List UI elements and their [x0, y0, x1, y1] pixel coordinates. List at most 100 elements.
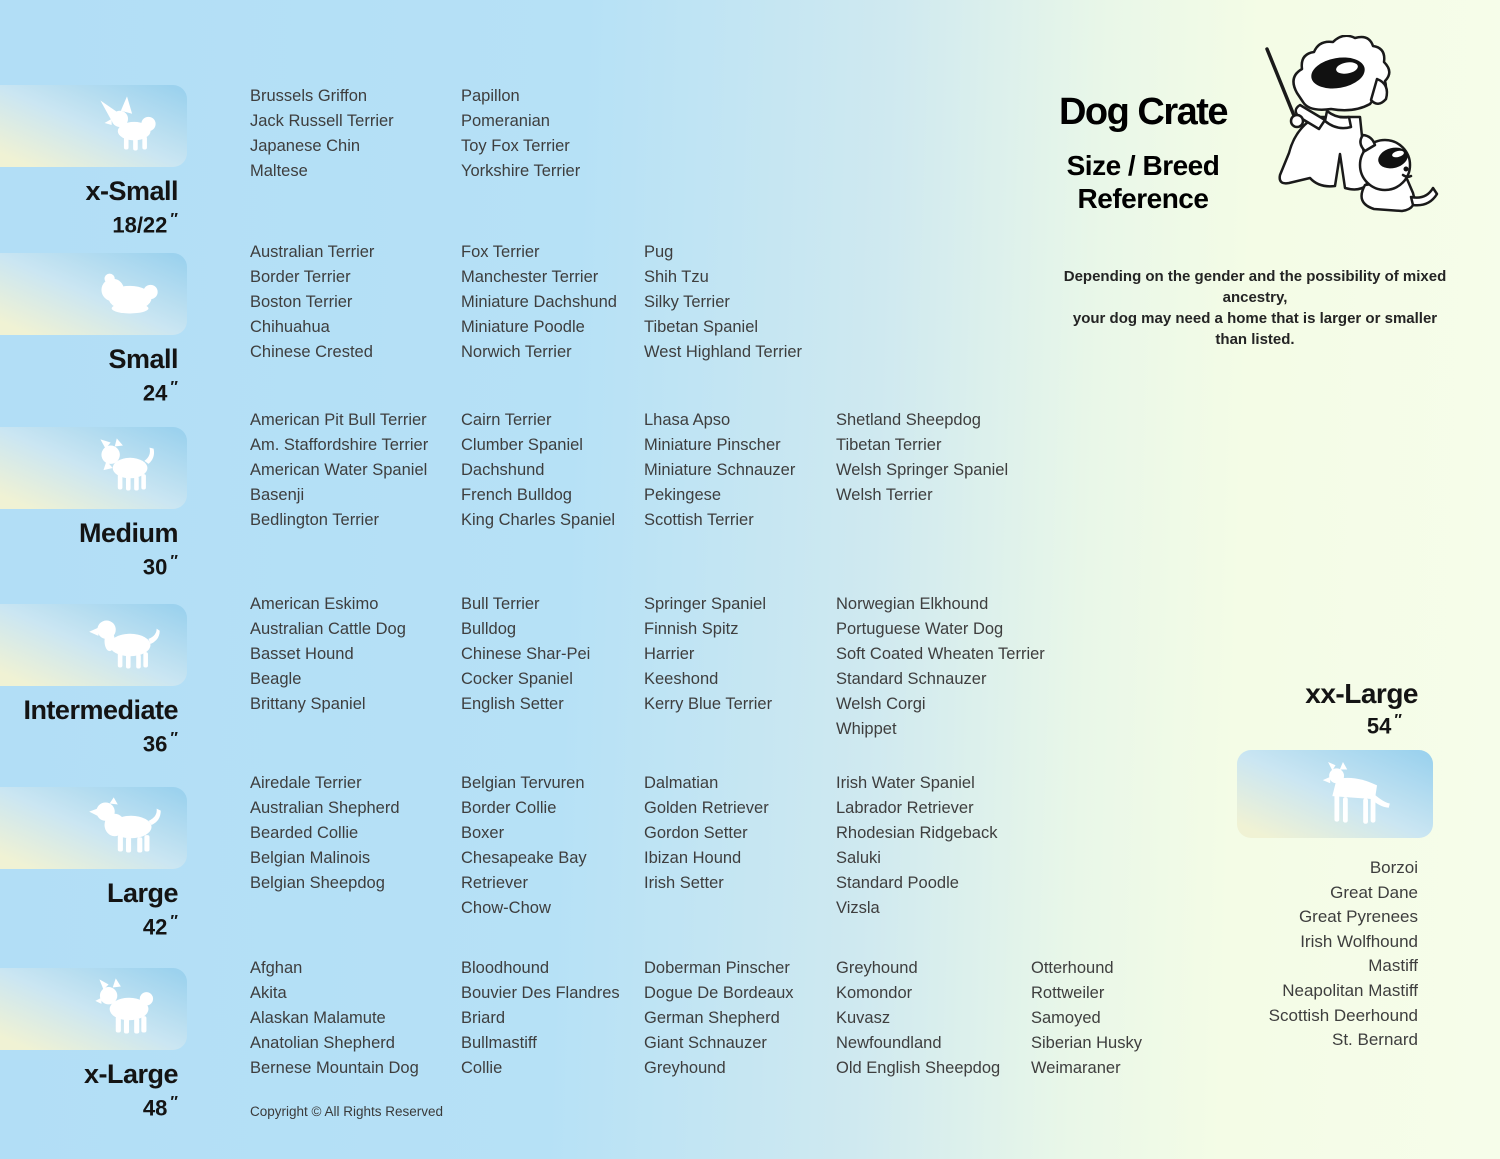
size-label: Small: [108, 344, 178, 374]
breed-item: Boxer: [461, 824, 505, 842]
inch-mark: ″: [170, 379, 178, 396]
breed-item: Border Collie: [461, 799, 557, 817]
breed-item: Toy Fox Terrier: [461, 137, 570, 155]
breed-item: Briard: [461, 1009, 506, 1027]
breed-item: Chow-Chow: [461, 899, 551, 917]
breed-item: German Shepherd: [644, 1009, 780, 1027]
inch-mark: ″: [170, 913, 178, 930]
breed-item: Rottweiler: [1031, 984, 1105, 1002]
breed-item: Belgian Tervuren: [461, 774, 585, 792]
breed-item: Akita: [250, 984, 287, 1002]
breed-item: Whippet: [836, 720, 897, 738]
breed-item: Border Terrier: [250, 268, 351, 286]
breed-column: Doberman Pinscher Dogue De Bordeaux German…: [644, 956, 830, 1081]
breed-item: Welsh Terrier: [836, 486, 933, 504]
papillon-dog-icon: [100, 96, 156, 151]
breed-item: Jack Russell Terrier: [250, 112, 394, 130]
size-dimension: 30 ″: [142, 553, 178, 580]
breed-column: Greyhound Komondor Kuvasz Newfoundland Old E…: [836, 956, 1051, 1081]
breed-item: Labrador Retriever: [836, 799, 974, 817]
breed-item: Standard Poodle: [836, 874, 959, 892]
breed-item: Bull Terrier: [461, 595, 540, 613]
breed-item: Kuvasz: [836, 1009, 891, 1027]
breed-item: Fox Terrier: [461, 243, 540, 261]
breed-column: Airedale Terrier Australian Shepherd Beard…: [250, 771, 455, 896]
west-highland-terrier-dog-icon: [100, 438, 155, 491]
page-subtitle-line1: Size / Breed: [1066, 150, 1220, 181]
size-label: Intermediate: [23, 695, 178, 725]
breed-item: Bearded Collie: [250, 824, 359, 842]
breed-item: Samoyed: [1031, 1009, 1101, 1027]
breed-item: Anatolian Shepherd: [250, 1034, 395, 1052]
breed-item: Ibizan Hound: [644, 849, 742, 867]
breed-column: Bull Terrier Bulldog Chinese Shar-Pei Cocke…: [461, 592, 641, 717]
breed-item: Miniature Schnauzer: [644, 461, 796, 479]
breed-item: Keeshond: [644, 670, 719, 688]
breed-item: Belgian Sheepdog: [250, 874, 385, 892]
breed-column: Fox Terrier Manchester Terrier Miniature D…: [461, 240, 641, 365]
breed-item: Beagle: [250, 670, 302, 688]
breed-column: Norwegian Elkhound Portuguese Water Dog So…: [836, 592, 1051, 742]
breed-item: Weimaraner: [1031, 1059, 1121, 1077]
disclaimer-line2: your dog may need a home that is larger …: [1072, 310, 1438, 348]
breed-item: Pekingese: [644, 486, 722, 504]
breed-item: Borzoi: [1369, 858, 1418, 877]
breed-item: Norwegian Elkhound: [836, 595, 989, 613]
breed-item: Belgian Malinois: [250, 849, 371, 867]
breed-item: Irish Water Spaniel: [836, 774, 975, 792]
size-box-intermediate: [0, 604, 187, 686]
breed-item: Tibetan Terrier: [836, 436, 942, 454]
breed-item: Boston Terrier: [250, 293, 353, 311]
breed-item: Shih Tzu: [644, 268, 709, 286]
breed-item: Springer Spaniel: [644, 595, 766, 613]
breed-item: Clumber Spaniel: [461, 436, 583, 454]
size-dimension: 42 ″: [142, 913, 178, 940]
breed-item: Irish Setter: [644, 874, 724, 892]
breed-item: Newfoundland: [836, 1034, 942, 1052]
xxlarge-breed-list: Borzoi Great Dane Great Pyrenees Irish Wolf…: [1130, 856, 1418, 1053]
breed-item: King Charles Spaniel: [461, 511, 616, 529]
breed-item: Finnish Spitz: [644, 620, 739, 638]
breed-item: Norwich Terrier: [461, 343, 572, 361]
size-dimension: 36 ″: [142, 730, 178, 757]
breed-column: Dalmatian Golden Retriever Gordon Setter Ib…: [644, 771, 830, 896]
breed-item: American Eskimo: [250, 595, 379, 613]
inch-mark: ″: [1394, 712, 1402, 729]
breed-item: Silky Terrier: [644, 293, 730, 311]
breed-item: Portuguese Water Dog: [836, 620, 1004, 638]
akita-dog-icon: [95, 978, 154, 1034]
disclaimer-line1: Depending on the gender and the possibil…: [1063, 268, 1447, 306]
breed-item: Welsh Corgi: [836, 695, 926, 713]
breed-item: Harrier: [644, 645, 695, 663]
breed-item: Alaskan Malamute: [250, 1009, 386, 1027]
size-dimension: 48 ″: [142, 1094, 178, 1121]
breed-item: West Highland Terrier: [644, 343, 803, 361]
breed-column: Cairn Terrier Clumber Spaniel Dachshund Fre…: [461, 408, 641, 533]
breed-item: Chesapeake Bay Retriever: [461, 849, 587, 892]
breed-item: Irish Wolfhound: [1300, 931, 1418, 951]
size-row-large: Large 42 ″: [0, 787, 190, 941]
breed-item: Otterhound: [1031, 959, 1114, 977]
breed-item: Papillon: [461, 87, 520, 105]
inch-mark: ″: [170, 730, 178, 747]
breed-column: Afghan Akita Alaskan Malamute Anatolian She…: [250, 956, 455, 1081]
breed-item: Vizsla: [836, 899, 880, 917]
page-subtitle-line2: Reference: [1077, 183, 1209, 214]
breed-column: Australian Terrier Border Terrier Boston T…: [250, 240, 455, 365]
breed-item: Doberman Pinscher: [644, 959, 790, 977]
disclaimer: Depending on the gender and the possibil…: [1055, 266, 1455, 350]
breed-item: Kerry Blue Terrier: [644, 695, 773, 713]
breed-item: Chinese Crested: [250, 343, 373, 361]
breed-item: Cairn Terrier: [461, 411, 552, 429]
breed-item: Saluki: [836, 849, 881, 867]
breed-item: Australian Cattle Dog: [250, 620, 406, 638]
breed-item: Bedlington Terrier: [250, 511, 380, 529]
breed-item: Basenji: [250, 486, 305, 504]
size-box-x-large: [0, 968, 187, 1050]
breed-item: American Pit Bull Terrier: [250, 411, 427, 429]
breed-item: Bouvier Des Flandres: [461, 984, 620, 1002]
breed-column: Irish Water Spaniel Labrador Retriever Rho…: [836, 771, 1051, 921]
copyright-text: Copyright © All Rights Reserved: [250, 1104, 444, 1119]
breed-item: Pug: [644, 243, 674, 261]
